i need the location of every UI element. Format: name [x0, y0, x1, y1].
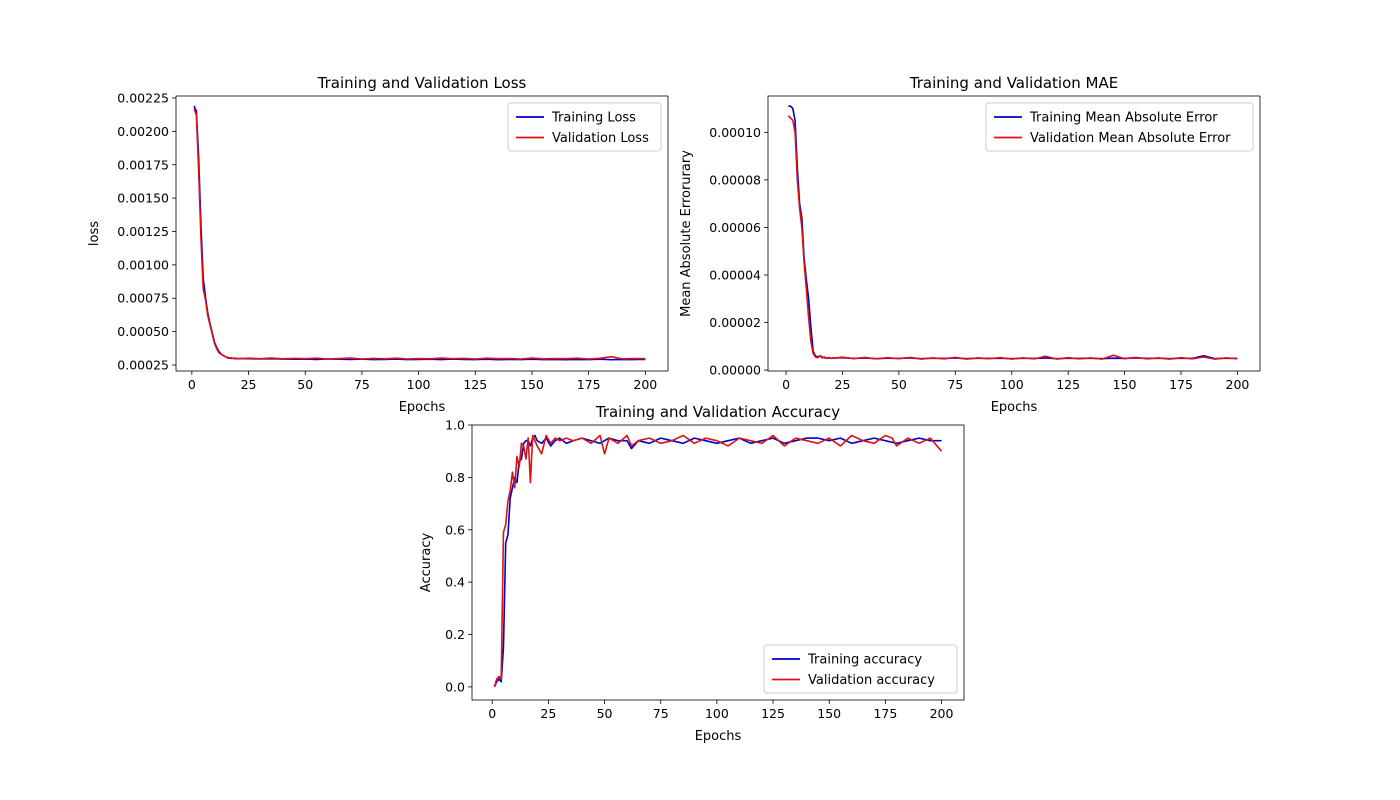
loss-ytick-label: 0.00100: [117, 257, 169, 272]
accuracy-subplot: Training and Validation Accuracy 0 25 50 75 1…: [419, 403, 965, 744]
mae-axes-frame: [767, 95, 1261, 372]
mae-legend-label-1: Validation Mean Absolute Error: [1030, 131, 1231, 146]
loss-xtick-label: 150: [520, 377, 544, 392]
loss-xtick-label: 25: [241, 377, 257, 392]
loss-series-line-1: [193, 108, 646, 360]
loss-xtick-label: 175: [577, 377, 601, 392]
loss-xtick-label: 100: [407, 377, 431, 392]
loss-xtick-label: 75: [354, 377, 370, 392]
mae-xtick-label: 0: [782, 377, 790, 392]
accuracy-xtick-label: 25: [540, 706, 556, 721]
mae-ytick-label: 0.00010: [709, 125, 761, 140]
loss-xtick-label: 0: [188, 377, 196, 392]
loss-ytick-label: 0.00025: [117, 357, 169, 372]
loss-legend-label-1: Validation Loss: [552, 131, 649, 146]
accuracy-x-axis-label: Epochs: [695, 729, 742, 744]
loss-ytick-label: 0.00075: [117, 291, 169, 306]
mae-ytick-label: 0.00002: [709, 315, 761, 330]
mae-subplot: Training and Validation MAE 0 25 50 75 100 125…: [679, 74, 1261, 415]
loss-ytick-label: 0.00225: [117, 91, 169, 106]
accuracy-axes-frame: [471, 424, 965, 701]
mae-title: Training and Validation MAE: [909, 74, 1118, 92]
accuracy-ytick-label: 0.2: [445, 627, 465, 642]
mae-ytick-label: 0.00000: [709, 363, 761, 378]
mae-series-line-1: [787, 115, 1238, 360]
accuracy-ytick-label: 0.4: [445, 575, 465, 590]
loss-ytick-label: 0.00050: [117, 324, 169, 339]
loss-legend-label-0: Training Loss: [551, 111, 636, 126]
accuracy-xtick-label: 50: [597, 706, 613, 721]
mae-xtick-label: 25: [835, 377, 851, 392]
mae-legend-box: [985, 102, 1254, 152]
accuracy-xtick-label: 75: [653, 706, 669, 721]
loss-legend-box: [507, 102, 662, 152]
accuracy-y-axis-label: Accuracy: [419, 533, 434, 593]
accuracy-xtick-label: 125: [761, 706, 785, 721]
accuracy-xtick-label: 200: [930, 706, 954, 721]
mae-xtick-label: 100: [1000, 377, 1024, 392]
loss-title: Training and Validation Loss: [317, 74, 527, 92]
loss-subplot: Training and Validation Loss 0 25 50 75 100 12…: [87, 74, 669, 415]
mae-ytick-label: 0.00004: [709, 267, 761, 282]
loss-ytick-label: 0.00125: [117, 224, 169, 239]
mae-y-axis-label: Mean Absolute Errorurary: [679, 150, 694, 317]
mae-ytick-label: 0.00008: [709, 172, 761, 187]
mae-xtick-label: 125: [1056, 377, 1080, 392]
accuracy-xtick-label: 150: [817, 706, 841, 721]
accuracy-series-line-0: [493, 434, 942, 688]
accuracy-xtick-label: 175: [873, 706, 897, 721]
loss-xtick-label: 200: [633, 377, 657, 392]
mae-xtick-label: 75: [947, 377, 963, 392]
loss-xtick-label: 125: [463, 377, 487, 392]
loss-axes-frame: [175, 95, 669, 372]
loss-x-axis-label: Epochs: [399, 400, 446, 415]
mae-xtick-label: 150: [1113, 377, 1137, 392]
loss-ytick-label: 0.00150: [117, 191, 169, 206]
accuracy-xtick-label: 0: [488, 706, 496, 721]
accuracy-ytick-label: 1.0: [445, 418, 465, 433]
accuracy-legend-label-1: Validation accuracy: [808, 673, 935, 688]
loss-y-axis-label: loss: [87, 221, 102, 246]
accuracy-legend-label-0: Training accuracy: [807, 653, 922, 668]
mae-legend-label-0: Training Mean Absolute Error: [1029, 111, 1218, 126]
mae-xtick-label: 175: [1169, 377, 1193, 392]
accuracy-legend-box: [763, 644, 958, 694]
mae-xtick-label: 50: [891, 377, 907, 392]
mae-x-axis-label: Epochs: [991, 400, 1038, 415]
loss-xtick-label: 50: [297, 377, 313, 392]
accuracy-series-line-1: [493, 434, 943, 688]
accuracy-ytick-label: 0.0: [445, 679, 465, 694]
mae-ytick-label: 0.00006: [709, 220, 761, 235]
accuracy-ytick-label: 0.6: [445, 522, 465, 537]
accuracy-ytick-label: 0.8: [445, 470, 465, 485]
loss-ytick-label: 0.00175: [117, 157, 169, 172]
loss-ytick-label: 0.00200: [117, 124, 169, 139]
accuracy-xtick-label: 100: [705, 706, 729, 721]
mae-xtick-label: 200: [1226, 377, 1250, 392]
accuracy-title: Training and Validation Accuracy: [595, 403, 840, 421]
